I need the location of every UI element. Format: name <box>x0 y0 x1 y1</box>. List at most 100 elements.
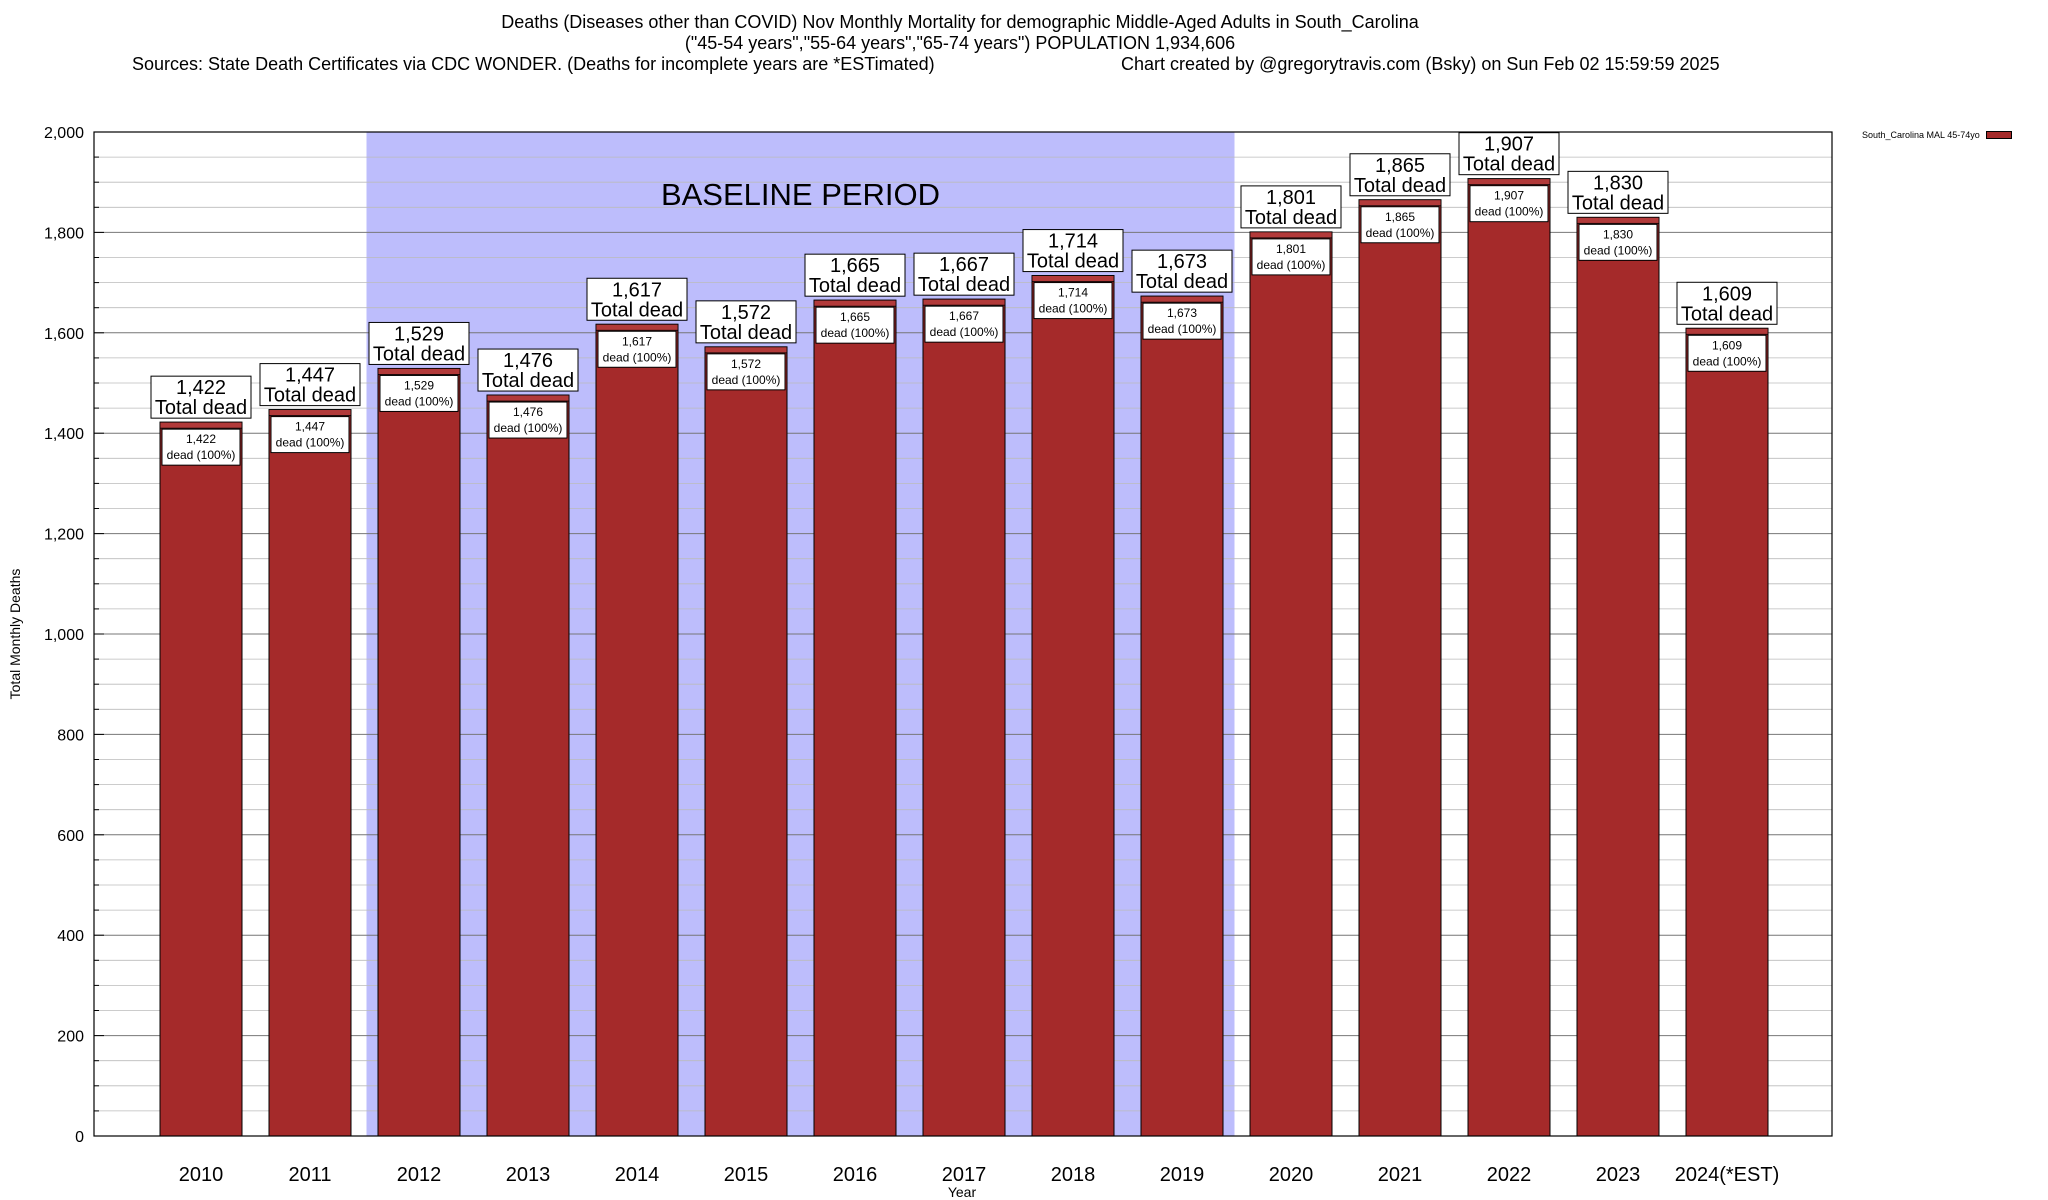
inner-label-box <box>1142 302 1222 340</box>
total-value-label: 1,907 <box>1484 134 1534 156</box>
total-label-box <box>1567 170 1669 214</box>
bar-2013 <box>486 394 570 1137</box>
total-value-label: 1,529 <box>394 323 444 345</box>
x-tick-label: 2018 <box>1051 1164 1096 1186</box>
inner-label-box <box>379 374 459 412</box>
chart-title: Deaths (Diseases other than COVID) Nov M… <box>0 12 1920 54</box>
legend: South_Carolina MAL 45-74yo <box>1862 130 2012 140</box>
legend-label: South_Carolina MAL 45-74yo <box>1862 130 1980 140</box>
total-value-label: 1,422 <box>176 377 226 399</box>
inner-value-label: 1,667 <box>949 309 979 323</box>
y-tick-label: 2,000 <box>44 125 84 142</box>
total-dead-label: Total dead <box>918 274 1010 296</box>
inner-label-box <box>1578 223 1658 261</box>
inner-percent-label: dead (100%) <box>603 350 672 364</box>
bar-2021 <box>1358 199 1442 1137</box>
bar-cap-2023 <box>1576 216 1660 224</box>
x-tick-label: 2020 <box>1269 1164 1314 1186</box>
inner-value-label: 1,617 <box>622 334 652 348</box>
bar-cap-2014 <box>595 323 679 331</box>
bar-2018 <box>1031 275 1115 1137</box>
inner-label-box <box>815 306 895 344</box>
baseline-period-label: BASELINE PERIOD <box>661 177 940 212</box>
bar-cap-2018 <box>1031 275 1115 282</box>
total-label-box <box>1022 229 1124 273</box>
total-value-label: 1,665 <box>830 255 880 277</box>
inner-value-label: 1,609 <box>1712 338 1742 352</box>
bar-cap-2024(*EST) <box>1685 327 1769 335</box>
x-axis-title: Year <box>948 1184 977 1200</box>
total-label-box <box>586 277 688 321</box>
inner-percent-label: dead (100%) <box>712 373 781 387</box>
bar-2016 <box>813 299 897 1137</box>
inner-percent-label: dead (100%) <box>1475 205 1544 219</box>
x-tick-label: 2012 <box>397 1164 442 1186</box>
x-tick-label: 2021 <box>1378 1164 1423 1186</box>
y-tick-label: 1,400 <box>44 426 84 443</box>
inner-value-label: 1,865 <box>1385 210 1415 224</box>
total-label-box <box>477 348 579 392</box>
total-value-label: 1,476 <box>503 350 553 372</box>
bar-2017 <box>922 298 1006 1137</box>
bar-2024(*EST) <box>1685 327 1769 1137</box>
total-label-box <box>695 300 797 344</box>
sources-note: Sources: State Death Certificates via CD… <box>132 54 935 74</box>
y-tick-label: 1,800 <box>44 225 84 242</box>
legend-swatch <box>1985 131 2012 139</box>
inner-percent-label: dead (100%) <box>821 326 890 340</box>
y-tick-label: 1,200 <box>44 527 84 544</box>
bar-2023 <box>1576 216 1660 1137</box>
y-tick-label: 1,000 <box>44 627 84 644</box>
y-tick-label: 600 <box>57 828 84 845</box>
inner-value-label: 1,476 <box>513 405 543 419</box>
total-dead-label: Total dead <box>700 322 792 344</box>
total-value-label: 1,830 <box>1593 172 1643 194</box>
inner-label-box <box>1360 206 1440 244</box>
bar-cap-2020 <box>1249 231 1333 239</box>
inner-value-label: 1,572 <box>731 357 761 371</box>
total-dead-label: Total dead <box>373 343 465 365</box>
x-tick-label: 2016 <box>833 1164 878 1186</box>
x-tick-label: 2014 <box>615 1164 660 1186</box>
total-dead-label: Total dead <box>155 397 247 419</box>
inner-value-label: 1,714 <box>1058 286 1088 300</box>
total-label-box <box>1458 132 1560 176</box>
x-tick-label: 2024(*EST) <box>1675 1164 1780 1186</box>
inner-value-label: 1,907 <box>1494 189 1524 203</box>
total-label-box <box>1676 281 1778 325</box>
bar-cap-2021 <box>1358 199 1442 207</box>
y-tick-label: 400 <box>57 928 84 945</box>
y-tick-label: 1,600 <box>44 326 84 343</box>
inner-label-box <box>706 353 786 391</box>
total-label-box <box>1131 249 1233 293</box>
inner-value-label: 1,673 <box>1167 306 1197 320</box>
bar-cap-2017 <box>922 298 1006 306</box>
inner-label-box <box>270 416 350 454</box>
inner-label-box <box>1033 282 1113 320</box>
total-value-label: 1,714 <box>1048 231 1098 253</box>
total-value-label: 1,865 <box>1375 155 1425 177</box>
x-tick-label: 2019 <box>1160 1164 1205 1186</box>
x-tick-label: 2013 <box>506 1164 551 1186</box>
inner-label-box <box>1469 185 1549 223</box>
total-label-box <box>913 252 1015 296</box>
inner-percent-label: dead (100%) <box>494 421 563 435</box>
total-dead-label: Total dead <box>1136 271 1228 293</box>
total-dead-label: Total dead <box>1245 207 1337 229</box>
bar-cap-2016 <box>813 299 897 307</box>
bar-2019 <box>1140 295 1224 1137</box>
total-value-label: 1,673 <box>1157 251 1207 273</box>
total-label-box <box>1240 185 1342 229</box>
inner-label-box <box>597 330 677 368</box>
bar-2020 <box>1249 231 1333 1137</box>
inner-percent-label: dead (100%) <box>930 325 999 339</box>
inner-label-box <box>1687 334 1767 372</box>
title-line-1: Deaths (Diseases other than COVID) Nov M… <box>501 12 1419 32</box>
bar-2011 <box>268 409 352 1137</box>
total-dead-label: Total dead <box>1572 192 1664 214</box>
inner-value-label: 1,447 <box>295 420 325 434</box>
x-tick-label: 2015 <box>724 1164 769 1186</box>
bar-2010 <box>159 421 243 1137</box>
title-line-2: ("45-54 years","55-64 years","65-74 year… <box>684 33 1236 53</box>
